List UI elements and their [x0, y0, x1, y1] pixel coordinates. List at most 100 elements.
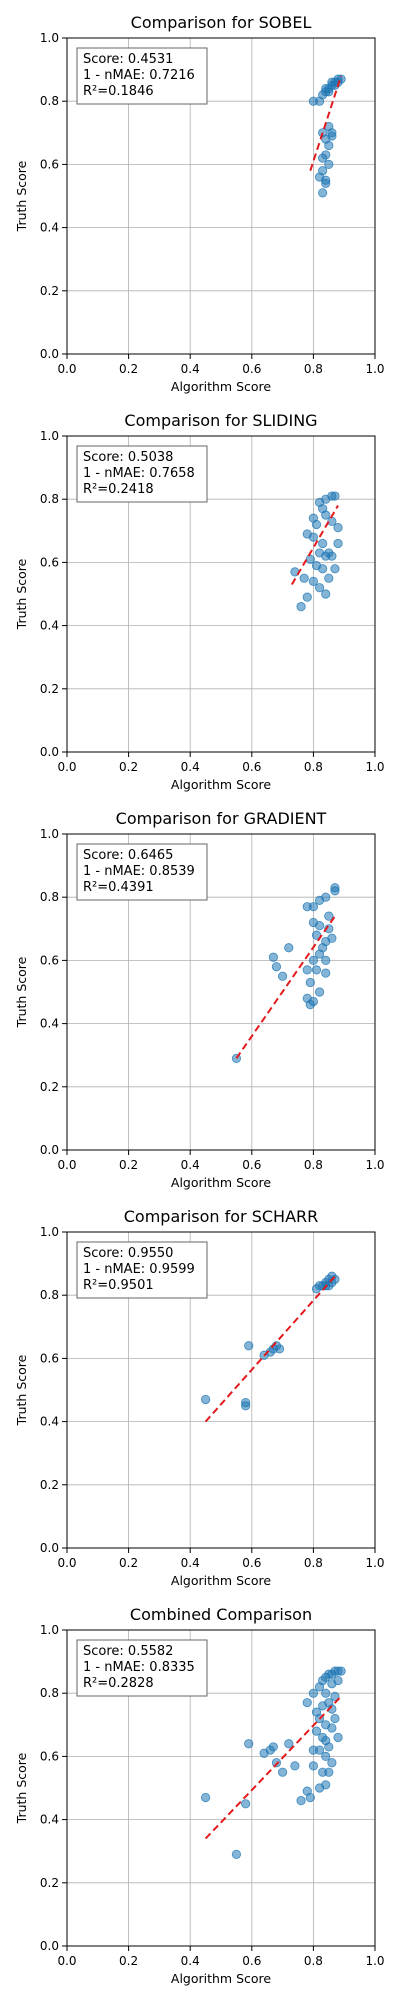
y-tick-label: 0.2	[40, 1080, 59, 1094]
data-point	[305, 977, 315, 988]
x-tick-label: 1.0	[365, 1556, 384, 1570]
data-point	[321, 1751, 331, 1761]
chart-title: Comparison for GRADIENT	[116, 809, 327, 828]
data-point	[314, 1783, 325, 1793]
y-tick-label: 0.2	[40, 682, 59, 696]
y-axis-label: Truth Score	[14, 956, 29, 1028]
data-point	[231, 1849, 241, 1859]
data-point	[284, 1739, 294, 1749]
y-tick-label: 1.0	[40, 1225, 59, 1239]
stats-line: Score: 0.5582	[83, 1644, 173, 1659]
data-point	[201, 1792, 211, 1803]
y-tick-label: 0.8	[40, 1686, 59, 1700]
chart-title: Combined Comparison	[130, 1605, 312, 1624]
plot-frame	[66, 37, 376, 355]
data-point	[321, 955, 331, 965]
data-point	[274, 1344, 285, 1354]
data-point	[333, 538, 343, 549]
x-axis-label: Algorithm Score	[171, 1971, 272, 1986]
chart-panel: 0.0 0.2 0.4 0.6 0.8 1.0 0.0 0.2 0.4 0.6 0.8 1.0 Scor…	[14, 1605, 385, 1986]
x-tick-label: 0.2	[119, 1158, 138, 1172]
y-tick-label: 0.6	[40, 1749, 59, 1763]
data-point	[268, 952, 278, 962]
stats-line: 1 - nMAE: 0.8335	[83, 1660, 195, 1675]
y-tick-label: 1.0	[40, 827, 59, 841]
x-tick-label: 0.0	[57, 1954, 76, 1968]
data-point	[330, 491, 340, 501]
x-tick-label: 0.8	[304, 1556, 323, 1570]
data-point	[302, 965, 312, 975]
stats-line: R²=0.2418	[83, 482, 154, 497]
stats-line: Score: 0.9550	[83, 1246, 173, 1261]
data-point	[305, 554, 315, 564]
x-tick-label: 0.4	[181, 1556, 200, 1570]
x-tick-label: 0.6	[242, 760, 261, 774]
x-tick-label: 0.2	[119, 362, 138, 376]
data-point	[311, 1726, 322, 1736]
data-point	[277, 1767, 288, 1777]
stats-line: R²=0.4391	[83, 880, 154, 895]
data-point	[330, 883, 340, 893]
x-tick-label: 0.4	[181, 1158, 200, 1172]
data-point	[336, 1666, 346, 1676]
fit-line	[235, 915, 336, 1059]
stats-box	[76, 843, 208, 901]
x-tick-label: 0.6	[242, 1556, 261, 1570]
stats-line: R²=0.9501	[83, 1278, 154, 1293]
x-tick-label: 0.8	[304, 760, 323, 774]
y-tick-label: 0.2	[40, 284, 59, 298]
data-point	[327, 933, 337, 943]
data-point	[333, 1675, 343, 1686]
y-tick-label: 0.0	[40, 1541, 59, 1555]
y-axis-label: Truth Score	[14, 1354, 29, 1426]
data-point	[308, 1745, 318, 1755]
data-point	[302, 1698, 312, 1708]
y-tick-label: 0.4	[40, 1017, 59, 1031]
x-tick-label: 0.0	[57, 760, 76, 774]
chart-panel: 0.0 0.2 0.4 0.6 0.8 1.0 0.0 0.2 0.4 0.6 0.8 1.0 Scor…	[14, 13, 385, 394]
y-tick-label: 0.8	[40, 94, 59, 108]
data-point	[277, 971, 288, 981]
data-point	[308, 1761, 318, 1771]
x-tick-label: 0.6	[242, 1158, 261, 1172]
data-point	[318, 564, 328, 574]
data-point	[311, 965, 322, 975]
data-point	[324, 1767, 334, 1777]
data-point	[321, 589, 331, 599]
x-tick-label: 0.0	[57, 362, 76, 376]
y-tick-label: 0.6	[40, 1351, 59, 1365]
data-point	[314, 921, 325, 931]
y-tick-label: 0.6	[40, 953, 59, 967]
plot-frame	[66, 435, 376, 753]
y-tick-label: 1.0	[40, 1623, 59, 1637]
stats-line: Score: 0.4531	[83, 52, 173, 67]
x-tick-label: 0.2	[119, 760, 138, 774]
x-tick-label: 0.4	[181, 1954, 200, 1968]
data-point	[318, 188, 328, 198]
x-axis-label: Algorithm Score	[171, 777, 272, 792]
data-point	[271, 1758, 282, 1768]
stats-line: 1 - nMAE: 0.7216	[83, 68, 195, 83]
data-point	[296, 602, 306, 612]
x-tick-label: 0.6	[242, 1954, 261, 1968]
y-tick-label: 0.0	[40, 347, 59, 361]
data-point	[324, 573, 334, 583]
data-point	[318, 1701, 328, 1711]
data-point	[271, 962, 282, 972]
data-point	[324, 1281, 334, 1291]
data-point	[308, 902, 318, 912]
data-point	[327, 1723, 337, 1733]
stats-box	[76, 1639, 208, 1697]
y-tick-label: 0.0	[40, 1939, 59, 1953]
x-tick-label: 1.0	[365, 760, 384, 774]
y-tick-label: 0.2	[40, 1478, 59, 1492]
data-point	[330, 1713, 340, 1724]
data-point	[296, 1796, 306, 1806]
stats-line: R²=0.1846	[83, 84, 154, 99]
data-point	[321, 1688, 331, 1698]
stats-line: 1 - nMAE: 0.7658	[83, 466, 195, 481]
x-axis-label: Algorithm Score	[171, 1175, 272, 1190]
x-tick-label: 1.0	[365, 362, 384, 376]
x-tick-label: 0.0	[57, 1158, 76, 1172]
data-point	[321, 968, 331, 978]
